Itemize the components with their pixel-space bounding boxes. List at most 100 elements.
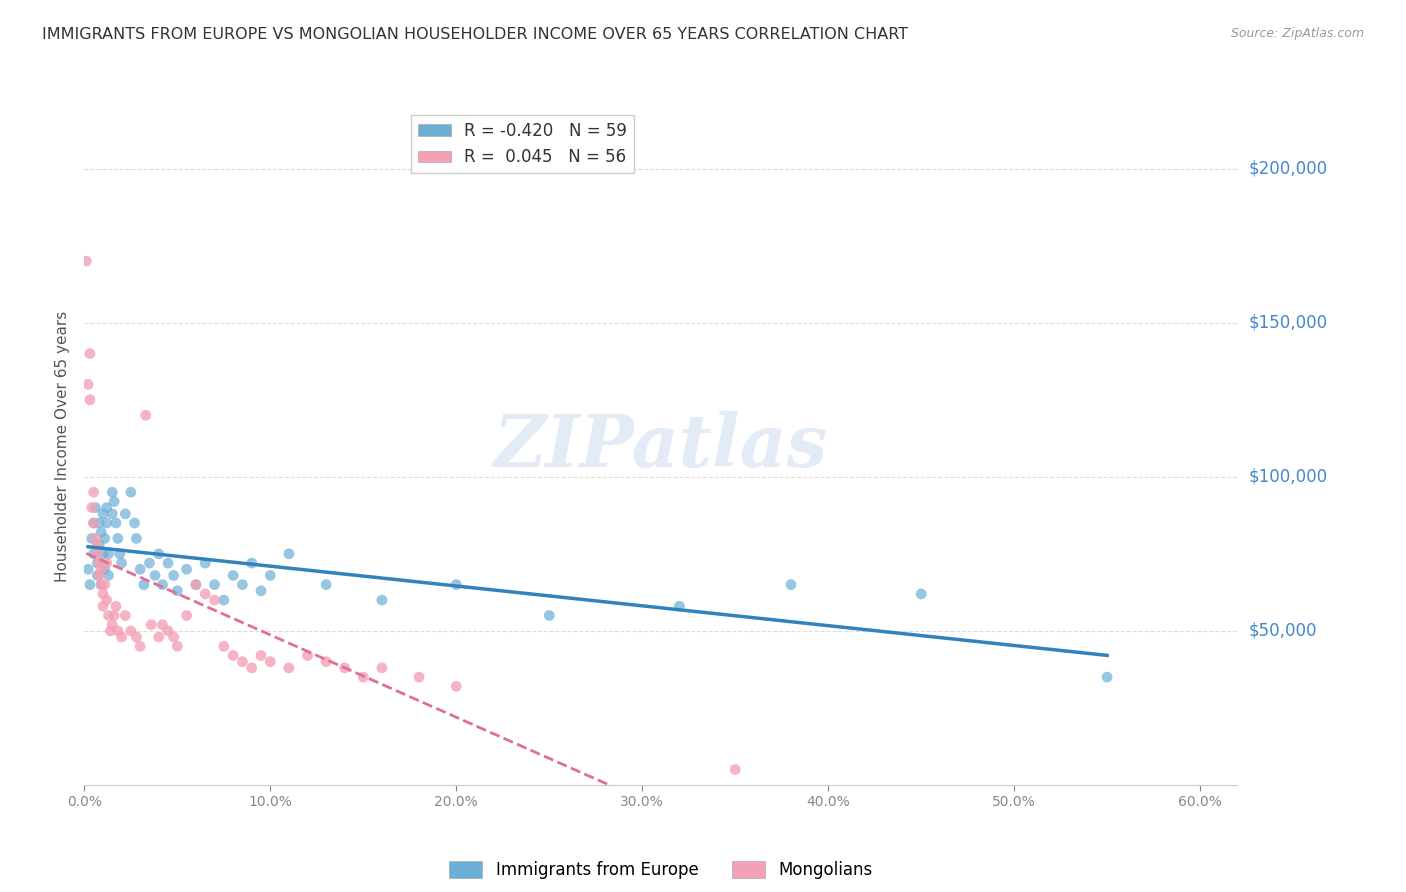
Point [90, 577, 112, 591]
Point [222, 648, 245, 663]
Point [86, 538, 108, 552]
Point [80, 532, 103, 546]
Point [194, 556, 217, 570]
Point [162, 568, 184, 582]
Point [97, 568, 120, 582]
Point [114, 507, 136, 521]
Point [77, 562, 100, 576]
Point [184, 577, 207, 591]
Point [141, 617, 163, 632]
Point [176, 608, 198, 623]
Point [97, 608, 120, 623]
Point [83, 547, 105, 561]
Point [352, 670, 374, 684]
Text: Source: ZipAtlas.com: Source: ZipAtlas.com [1230, 27, 1364, 40]
Point [120, 624, 142, 638]
Point [91, 547, 114, 561]
Point [96, 593, 118, 607]
Point [162, 630, 184, 644]
Y-axis label: Householder Income Over 65 years: Householder Income Over 65 years [55, 310, 70, 582]
Point [231, 655, 253, 669]
Point [157, 624, 180, 638]
Point [96, 516, 118, 530]
Point [101, 485, 124, 500]
Point [103, 608, 125, 623]
Point [100, 624, 122, 638]
Point [83, 485, 105, 500]
Point [94, 577, 117, 591]
Point [250, 648, 273, 663]
Point [84, 532, 107, 546]
Point [89, 556, 111, 570]
Point [90, 577, 112, 591]
Text: $50,000: $50,000 [1249, 622, 1317, 640]
Point [101, 617, 124, 632]
Point [75, 254, 97, 268]
Point [120, 485, 142, 500]
Point [259, 568, 281, 582]
Point [79, 392, 101, 407]
Point [184, 577, 207, 591]
Point [86, 547, 108, 561]
Point [101, 507, 124, 521]
Point [157, 556, 180, 570]
Point [176, 562, 198, 576]
Point [84, 500, 107, 515]
Point [371, 593, 394, 607]
Point [910, 587, 932, 601]
Point [125, 630, 148, 644]
Point [231, 577, 253, 591]
Point [110, 556, 132, 570]
Point [315, 577, 337, 591]
Point [107, 624, 129, 638]
Point [668, 599, 690, 614]
Point [204, 593, 226, 607]
Point [96, 500, 118, 515]
Point [77, 377, 100, 392]
Point [91, 507, 114, 521]
Point [143, 568, 166, 582]
Point [94, 562, 117, 576]
Point [97, 547, 120, 561]
Text: $200,000: $200,000 [1249, 160, 1327, 178]
Point [83, 516, 105, 530]
Point [107, 532, 129, 546]
Point [89, 516, 111, 530]
Point [114, 608, 136, 623]
Point [89, 568, 111, 582]
Point [94, 532, 117, 546]
Point [86, 556, 108, 570]
Point [91, 587, 114, 601]
Point [104, 516, 127, 530]
Point [240, 556, 263, 570]
Point [724, 763, 747, 777]
Point [166, 640, 188, 654]
Point [212, 640, 235, 654]
Point [90, 562, 112, 576]
Point [152, 617, 174, 632]
Point [80, 500, 103, 515]
Point [780, 577, 803, 591]
Point [297, 648, 319, 663]
Point [124, 516, 146, 530]
Point [259, 655, 281, 669]
Point [446, 577, 468, 591]
Point [1095, 670, 1118, 684]
Point [240, 661, 263, 675]
Point [315, 655, 337, 669]
Point [333, 661, 356, 675]
Point [96, 556, 118, 570]
Point [110, 630, 132, 644]
Point [194, 587, 217, 601]
Point [79, 577, 101, 591]
Point [104, 599, 127, 614]
Point [83, 516, 105, 530]
Text: $100,000: $100,000 [1249, 467, 1327, 486]
Point [204, 577, 226, 591]
Point [148, 547, 170, 561]
Point [446, 679, 468, 693]
Point [79, 346, 101, 360]
Legend: Immigrants from Europe, Mongolians: Immigrants from Europe, Mongolians [443, 855, 879, 886]
Point [277, 547, 299, 561]
Point [152, 577, 174, 591]
